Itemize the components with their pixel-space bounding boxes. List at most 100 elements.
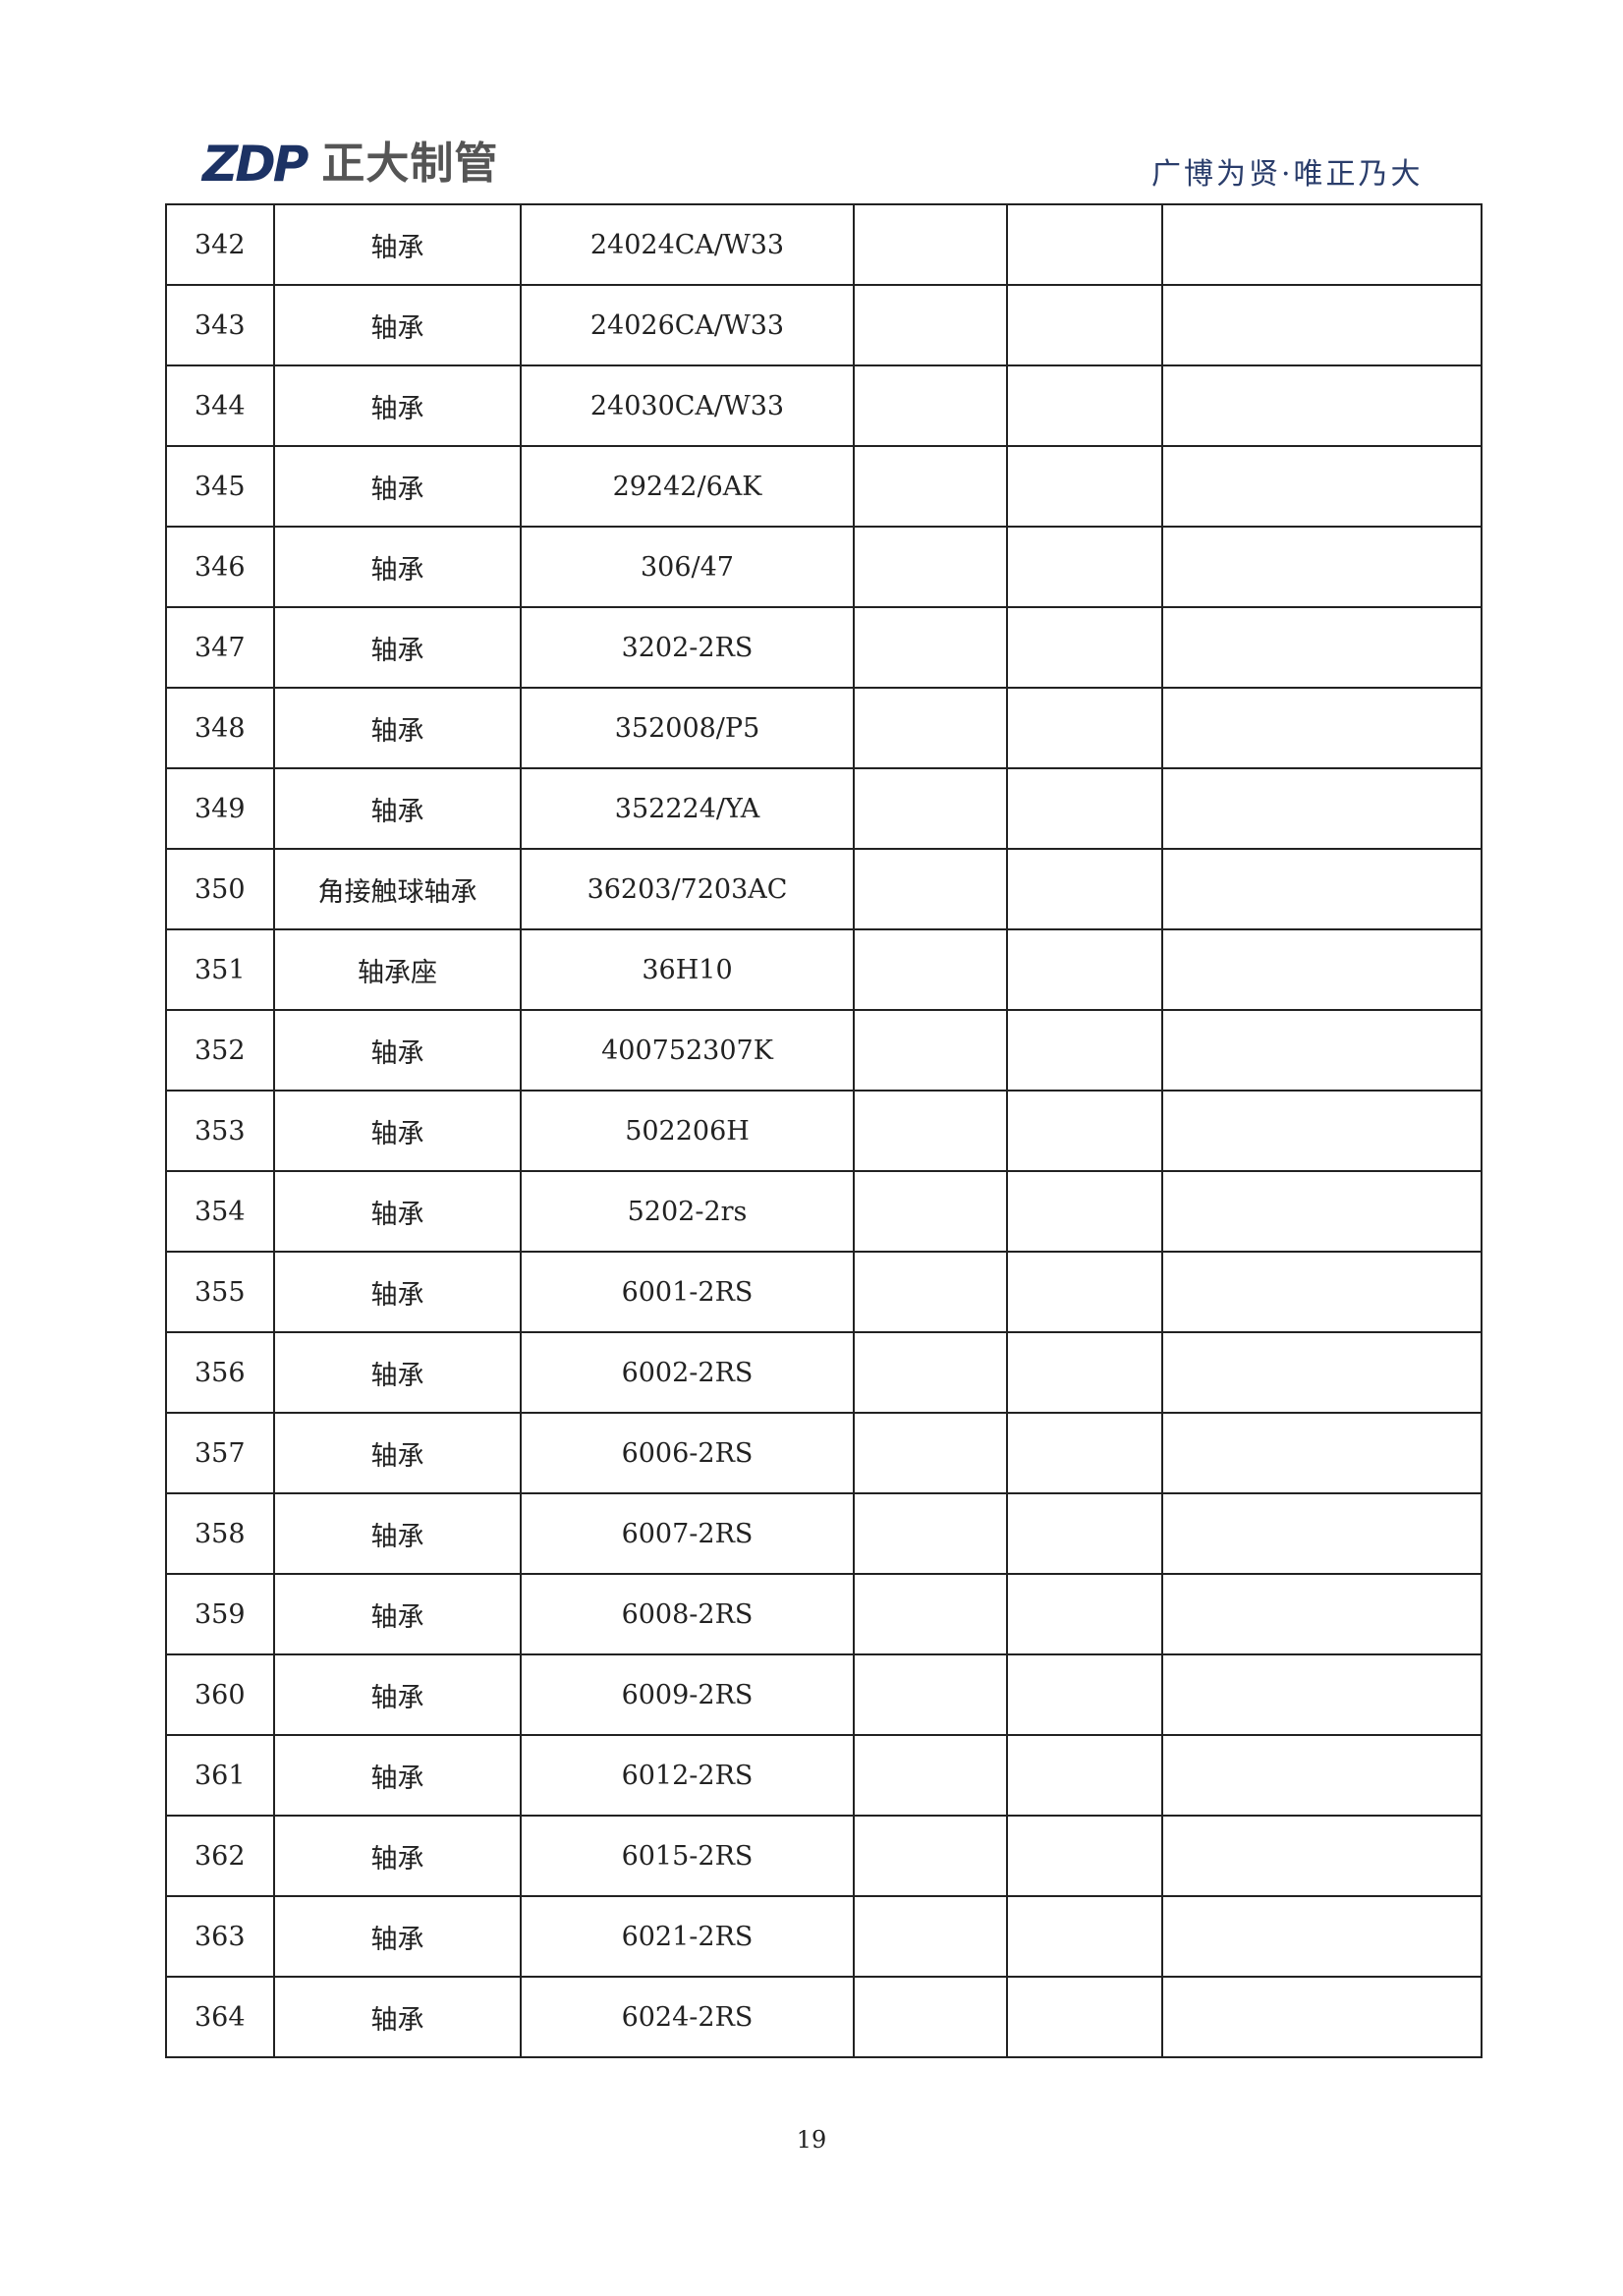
empty-cell <box>853 1492 1008 1575</box>
table-row: 348 轴承 352008/P5 <box>165 687 1483 769</box>
table-row: 359 轴承 6008-2RS <box>165 1573 1483 1655</box>
part-model: 352224/YA <box>520 767 855 850</box>
empty-cell <box>1161 1734 1483 1817</box>
empty-cell <box>1006 445 1163 528</box>
empty-cell <box>1161 767 1483 850</box>
part-model: 24030CA/W33 <box>520 364 855 447</box>
empty-cell <box>853 364 1008 447</box>
part-name: 轴承 <box>273 1976 522 2058</box>
part-name: 轴承 <box>273 1170 522 1253</box>
empty-cell <box>1161 606 1483 689</box>
part-model: 6007-2RS <box>520 1492 855 1575</box>
part-name: 角接触球轴承 <box>273 848 522 930</box>
row-number: 345 <box>165 445 275 528</box>
row-number: 357 <box>165 1412 275 1494</box>
table-row: 343 轴承 24026CA/W33 <box>165 284 1483 366</box>
part-model: 502206H <box>520 1090 855 1172</box>
row-number: 363 <box>165 1895 275 1978</box>
empty-cell <box>853 1251 1008 1333</box>
empty-cell <box>1161 1976 1483 2058</box>
table-row: 345 轴承 29242/6AK <box>165 445 1483 528</box>
row-number: 361 <box>165 1734 275 1817</box>
part-model: 6015-2RS <box>520 1815 855 1897</box>
empty-cell <box>853 767 1008 850</box>
part-model: 6021-2RS <box>520 1895 855 1978</box>
part-model: 6008-2RS <box>520 1573 855 1655</box>
empty-cell <box>1006 687 1163 769</box>
empty-cell <box>1161 1170 1483 1253</box>
part-name: 轴承 <box>273 606 522 689</box>
empty-cell <box>1006 848 1163 930</box>
part-name: 轴承 <box>273 1412 522 1494</box>
row-number: 364 <box>165 1976 275 2058</box>
empty-cell <box>853 1090 1008 1172</box>
empty-cell <box>853 687 1008 769</box>
part-model: 6002-2RS <box>520 1331 855 1414</box>
empty-cell <box>853 1976 1008 2058</box>
table-row: 362 轴承 6015-2RS <box>165 1815 1483 1897</box>
company-logo: ZDP 正大制管 <box>202 138 498 191</box>
empty-cell <box>853 1653 1008 1736</box>
empty-cell <box>853 1009 1008 1092</box>
empty-cell <box>1161 1009 1483 1092</box>
empty-cell <box>1161 364 1483 447</box>
empty-cell <box>1161 526 1483 608</box>
logo-name: 正大制管 <box>321 139 499 189</box>
empty-cell <box>1006 1492 1163 1575</box>
empty-cell <box>1161 445 1483 528</box>
table-row: 349 轴承 352224/YA <box>165 767 1483 850</box>
empty-cell <box>1006 1090 1163 1172</box>
part-name: 轴承 <box>273 1815 522 1897</box>
row-number: 350 <box>165 848 275 930</box>
empty-cell <box>1161 284 1483 366</box>
table-row: 353 轴承 502206H <box>165 1090 1483 1172</box>
empty-cell <box>853 1815 1008 1897</box>
empty-cell <box>1006 1653 1163 1736</box>
empty-cell <box>1161 687 1483 769</box>
empty-cell <box>1006 606 1163 689</box>
row-number: 359 <box>165 1573 275 1655</box>
empty-cell <box>1006 1331 1163 1414</box>
row-number: 354 <box>165 1170 275 1253</box>
part-model: 352008/P5 <box>520 687 855 769</box>
table-row: 358 轴承 6007-2RS <box>165 1492 1483 1575</box>
empty-cell <box>1161 928 1483 1011</box>
empty-cell <box>1161 203 1483 286</box>
part-model: 6024-2RS <box>520 1976 855 2058</box>
empty-cell <box>853 848 1008 930</box>
table-row: 347 轴承 3202-2RS <box>165 606 1483 689</box>
empty-cell <box>853 1895 1008 1978</box>
table-row: 346 轴承 306/47 <box>165 526 1483 608</box>
part-model: 306/47 <box>520 526 855 608</box>
part-name: 轴承座 <box>273 928 522 1011</box>
empty-cell <box>853 284 1008 366</box>
empty-cell <box>1161 1895 1483 1978</box>
part-name: 轴承 <box>273 1734 522 1817</box>
empty-cell <box>853 445 1008 528</box>
empty-cell <box>853 526 1008 608</box>
logo-mark: ZDP <box>202 136 308 193</box>
empty-cell <box>1006 1734 1163 1817</box>
empty-cell <box>1006 1412 1163 1494</box>
part-name: 轴承 <box>273 1573 522 1655</box>
table-row: 354 轴承 5202-2rs <box>165 1170 1483 1253</box>
part-name: 轴承 <box>273 1251 522 1333</box>
empty-cell <box>1006 1976 1163 2058</box>
part-name: 轴承 <box>273 1331 522 1414</box>
row-number: 352 <box>165 1009 275 1092</box>
part-model: 24024CA/W33 <box>520 203 855 286</box>
part-name: 轴承 <box>273 1090 522 1172</box>
part-name: 轴承 <box>273 445 522 528</box>
table-row: 352 轴承 400752307K <box>165 1009 1483 1092</box>
table-row: 361 轴承 6012-2RS <box>165 1734 1483 1817</box>
row-number: 346 <box>165 526 275 608</box>
empty-cell <box>1006 767 1163 850</box>
part-name: 轴承 <box>273 1009 522 1092</box>
empty-cell <box>1006 928 1163 1011</box>
row-number: 356 <box>165 1331 275 1414</box>
row-number: 349 <box>165 767 275 850</box>
slogan: 广博为贤·唯正乃大 <box>1151 157 1424 192</box>
empty-cell <box>1161 1573 1483 1655</box>
part-model: 36H10 <box>520 928 855 1011</box>
part-name: 轴承 <box>273 1653 522 1736</box>
